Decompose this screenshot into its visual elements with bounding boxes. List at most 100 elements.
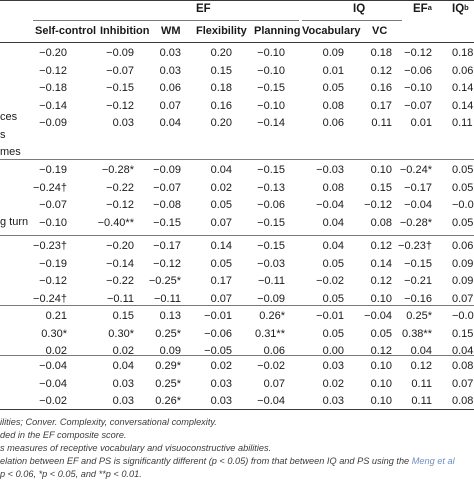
- table-cell: −0.15: [257, 164, 285, 176]
- table-cell: 0.08: [452, 395, 474, 407]
- table-cell: 0.06: [452, 64, 474, 77]
- footnote-iq-composite: s measures of receptive vocabulary and v…: [0, 443, 272, 453]
- table-cell: 0.03: [159, 47, 181, 59]
- table-cell: −0.09: [257, 292, 285, 305]
- group-header-iq-composite: IQb: [452, 3, 469, 15]
- row-label: s: [0, 129, 6, 141]
- table-cell: −0.09: [106, 47, 134, 59]
- table-cell: −0.24*: [399, 164, 432, 176]
- table-cell: −0.10: [257, 47, 285, 59]
- table-cell: −0.04: [364, 310, 392, 322]
- table-cell: 0.12: [370, 275, 392, 287]
- footnote-p-values: p < 0.06, *p < 0.05, and **p < 0.01.: [0, 469, 142, 479]
- table-cell: 0.03: [112, 117, 134, 129]
- table-cell: 0.09: [452, 275, 474, 287]
- table-cell: −0.07: [404, 99, 432, 112]
- col-header-self-control: Self-control: [35, 25, 97, 37]
- table-cell: −0.20: [106, 240, 134, 252]
- group-header-ef: EF: [196, 3, 211, 15]
- table-cell: −0.09: [153, 164, 181, 176]
- table-cell: −0.07: [39, 199, 67, 211]
- section-rule: [0, 159, 474, 160]
- table-cell: 0.18: [370, 47, 392, 59]
- section-rule: [0, 305, 474, 306]
- table-cell: 0.29*: [155, 360, 181, 372]
- table-cell: 0.02: [322, 377, 344, 390]
- col-header-flexibility: Flexibility: [196, 25, 247, 37]
- table-cell: 0.08: [452, 360, 474, 372]
- col-header-wm: WM: [161, 25, 181, 37]
- table-cell: 0.11: [452, 117, 473, 129]
- table-cell: −0.28*: [101, 164, 134, 176]
- table-cell: 0.07: [263, 377, 285, 390]
- table-cell: 0.02: [210, 360, 232, 372]
- group-header-ef-composite: EFa: [413, 3, 432, 15]
- iq-group-rule: [302, 20, 402, 21]
- table-cell: 0.26*: [259, 310, 285, 322]
- table-cell: −0.40**: [97, 216, 134, 229]
- meng-reference-link[interactable]: Meng et al: [411, 456, 455, 466]
- table-cell: 0.15: [210, 64, 232, 77]
- table-cell: 0.08: [370, 216, 392, 229]
- table-cell: −0.28*: [399, 216, 432, 229]
- table-cell: 0.05: [452, 181, 474, 194]
- table-cell: 0.15: [452, 327, 474, 340]
- table-cell: 0.07: [210, 216, 232, 229]
- table-cell: −0.04: [39, 377, 67, 390]
- table-cell: 0.05: [210, 199, 232, 211]
- table-cell: 0.05: [322, 292, 344, 305]
- table-cell: −0.11: [257, 275, 285, 287]
- table-cell: −0.10: [257, 99, 285, 112]
- table-cell: 0.25*: [406, 310, 432, 322]
- table-cell: −0.10: [39, 216, 67, 229]
- table-cell: −0.10: [404, 82, 432, 94]
- table-cell: −0.14: [257, 117, 285, 129]
- table-cell: 0.10: [370, 395, 392, 407]
- table-cell: 0.14: [452, 82, 474, 94]
- table-cell: 0.04: [410, 345, 432, 357]
- table-cell: 0.10: [370, 164, 392, 176]
- table-cell: 0.14: [370, 257, 392, 270]
- table-cell: 0.11: [411, 377, 432, 390]
- table-cell: 0.31**: [255, 327, 285, 340]
- table-cell: −0.10: [257, 64, 285, 77]
- table-cell: 0.21: [45, 310, 67, 322]
- header-rule: [0, 42, 474, 43]
- table-cell: 0.11: [371, 117, 392, 129]
- table-cell: −0.12: [106, 99, 134, 112]
- table-cell: −0.01: [316, 310, 344, 322]
- table-cell: −0.15: [257, 82, 285, 94]
- table-cell: 0.16: [370, 82, 392, 94]
- table-cell: 0.25*: [155, 377, 181, 390]
- table-cell: 0.05: [322, 82, 344, 94]
- footnote-ef-composite: ded in the EF composite score.: [0, 430, 127, 440]
- table-cell: 0.14: [452, 99, 474, 112]
- ef-group-rule: [33, 20, 299, 21]
- table-cell: −0.15: [153, 216, 181, 229]
- table-cell: 0.09: [452, 257, 474, 270]
- table-cell: −0.19: [39, 164, 67, 176]
- table-cell: −0.15: [257, 216, 285, 229]
- table-cell: 0.03: [112, 395, 134, 407]
- table-cell: 0.02: [45, 345, 67, 357]
- table-cell: −0.20: [39, 47, 67, 59]
- table-cell: 0.08: [322, 99, 344, 112]
- table-cell: 0.14: [210, 240, 232, 252]
- table-cell: 0.10: [370, 377, 392, 390]
- table-cell: −0.12: [364, 199, 392, 211]
- table-cell: −0.24†: [33, 292, 67, 305]
- table-cell: 0.09: [322, 47, 344, 59]
- table-cell: 0.05: [322, 257, 344, 270]
- table-cell: −0.09: [452, 199, 474, 211]
- table-cell: −0.21: [404, 275, 432, 287]
- table-cell: −0.18: [39, 82, 67, 94]
- table-cell: −0.06: [404, 64, 432, 77]
- table-cell: −0.06: [257, 199, 285, 211]
- col-header-vc: VC: [372, 25, 388, 37]
- table-cell: 0.18: [210, 82, 232, 94]
- table-cell: 0.26*: [155, 395, 181, 407]
- table-cell: −0.12: [39, 64, 67, 77]
- table-cell: 0.05: [452, 216, 474, 229]
- table-cell: 0.09: [159, 345, 181, 357]
- table-cell: 0.07: [210, 292, 232, 305]
